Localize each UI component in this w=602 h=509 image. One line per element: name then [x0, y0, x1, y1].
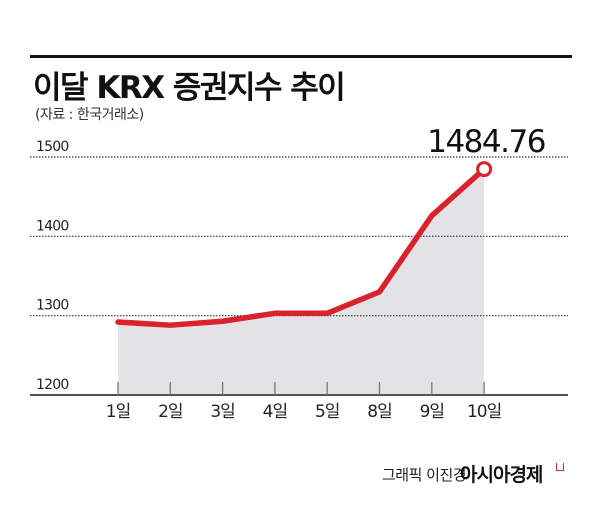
x-tick-label: 10일 [467, 402, 501, 422]
y-tick-label: 1500 [36, 139, 68, 155]
graphic-credit: 그래픽 이진경 [382, 466, 467, 484]
chart-title: 이달 KRX 증권지수 추이 [33, 70, 346, 106]
x-tick-label: 2일 [158, 402, 182, 422]
last-point-marker [476, 161, 493, 178]
brand-mark-icon [556, 463, 564, 471]
data-line [115, 166, 487, 328]
x-tick-label: 9일 [420, 402, 444, 422]
x-tick-label: 8일 [367, 402, 391, 422]
brand-logo: 아시아경제 [460, 464, 543, 486]
y-tick-label: 1400 [36, 218, 68, 234]
last-value-label: 1484.76 [427, 124, 545, 160]
x-tick-label: 4일 [263, 402, 287, 422]
top-rule [30, 55, 572, 58]
x-tick-label: 1일 [106, 402, 130, 422]
x-tick-label: 5일 [315, 402, 339, 422]
y-tick-label: 1200 [36, 377, 68, 393]
chart-source: (자료 : 한국거래소) [35, 107, 144, 123]
y-tick-label: 1300 [36, 298, 68, 314]
x-tick-label: 3일 [210, 402, 234, 422]
area-fill [118, 169, 485, 395]
